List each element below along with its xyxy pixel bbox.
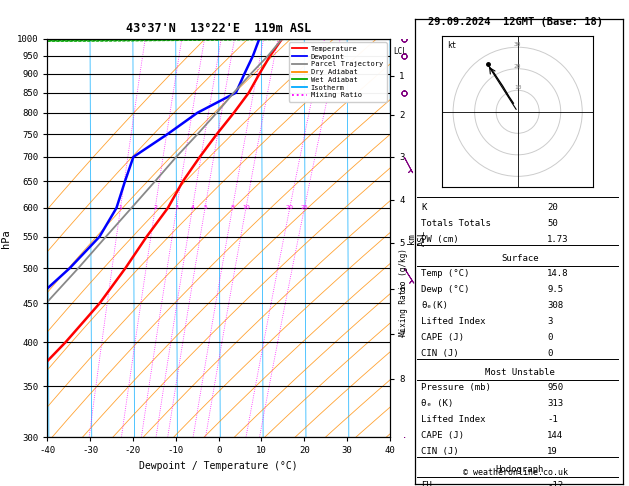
Text: 10: 10 [242,205,250,210]
Text: 4: 4 [191,205,194,210]
Text: 14.8: 14.8 [547,269,569,278]
Text: 20: 20 [286,205,294,210]
Text: θₑ(K): θₑ(K) [421,301,448,310]
Text: PW (cm): PW (cm) [421,235,459,244]
Text: © weatheronline.co.uk: © weatheronline.co.uk [464,468,568,477]
Text: 1.73: 1.73 [547,235,569,244]
Text: CIN (J): CIN (J) [421,447,459,456]
Text: 50: 50 [547,219,558,228]
Text: 30: 30 [514,42,521,47]
Y-axis label: hPa: hPa [1,229,11,247]
Text: θₑ (K): θₑ (K) [421,399,454,408]
Text: Surface: Surface [501,254,538,263]
Text: Pressure (mb): Pressure (mb) [421,383,491,392]
Text: 29.09.2024  12GMT (Base: 18): 29.09.2024 12GMT (Base: 18) [428,17,603,27]
Text: CIN (J): CIN (J) [421,349,459,358]
Text: Mixing Ratio (g/kg): Mixing Ratio (g/kg) [399,248,408,335]
Text: Most Unstable: Most Unstable [485,367,555,377]
Text: -1: -1 [547,415,558,424]
Text: 0: 0 [547,333,553,342]
Text: 950: 950 [547,383,564,392]
Legend: Temperature, Dewpoint, Parcel Trajectory, Dry Adiabat, Wet Adiabat, Isotherm, Mi: Temperature, Dewpoint, Parcel Trajectory… [289,42,386,102]
Text: 5: 5 [203,205,207,210]
Text: 9.5: 9.5 [547,285,564,294]
Text: CAPE (J): CAPE (J) [421,333,464,342]
Text: Lifted Index: Lifted Index [421,317,486,326]
Text: Totals Totals: Totals Totals [421,219,491,228]
Text: 3: 3 [547,317,553,326]
Text: -12: -12 [547,481,564,486]
Text: K: K [421,203,427,212]
Text: LCL: LCL [393,47,408,56]
Text: CAPE (J): CAPE (J) [421,431,464,440]
Text: 308: 308 [547,301,564,310]
Text: 2: 2 [153,205,157,210]
Text: 20: 20 [547,203,558,212]
Text: 25: 25 [301,205,308,210]
Text: 10: 10 [514,85,521,90]
Text: Dewp (°C): Dewp (°C) [421,285,470,294]
Text: 144: 144 [547,431,564,440]
Text: Temp (°C): Temp (°C) [421,269,470,278]
Text: kt: kt [447,41,456,50]
Text: 3: 3 [175,205,179,210]
Text: Hodograph: Hodograph [496,466,544,474]
Text: 20: 20 [514,64,521,69]
Text: 8: 8 [231,205,235,210]
Y-axis label: km
ASL: km ASL [407,230,426,246]
X-axis label: Dewpoint / Temperature (°C): Dewpoint / Temperature (°C) [139,461,298,471]
Text: EH: EH [421,481,432,486]
Text: 19: 19 [547,447,558,456]
Text: 313: 313 [547,399,564,408]
Title: 43°37'N  13°22'E  119m ASL: 43°37'N 13°22'E 119m ASL [126,22,311,35]
Text: Lifted Index: Lifted Index [421,415,486,424]
Text: 1: 1 [119,205,123,210]
Text: 0: 0 [547,349,553,358]
